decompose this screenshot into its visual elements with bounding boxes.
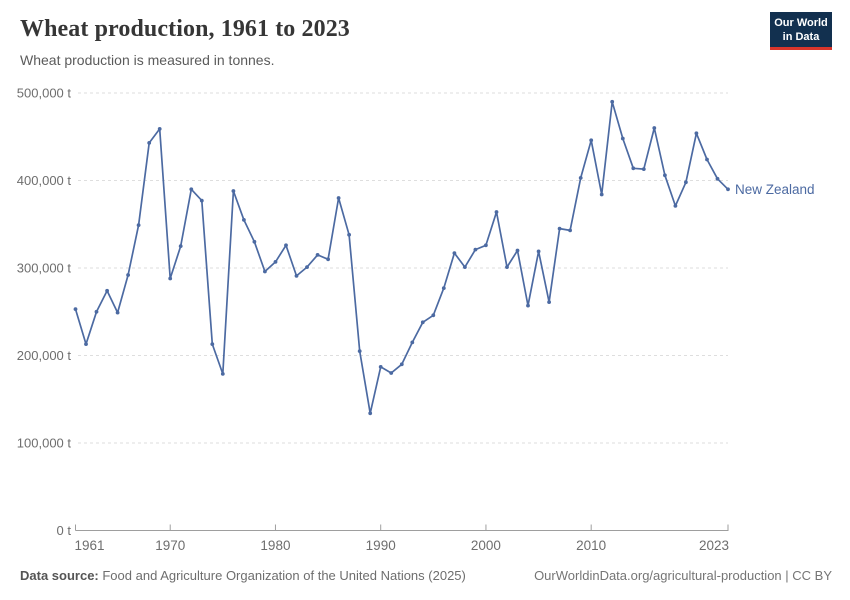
- data-point: [441, 286, 446, 290]
- data-point: [420, 320, 425, 325]
- data-point: [105, 288, 109, 293]
- data-point: [715, 176, 720, 181]
- data-point: [652, 126, 657, 130]
- data-point: [199, 198, 204, 203]
- data-source-text: Food and Agriculture Organization of the…: [98, 568, 466, 583]
- data-point: [578, 176, 583, 180]
- owid-logo-line2: in Data: [782, 30, 820, 43]
- data-point: [684, 180, 688, 185]
- data-point: [505, 265, 509, 269]
- data-point: [631, 166, 636, 171]
- owid-logo-line1: Our World: [774, 17, 828, 29]
- data-point: [168, 276, 173, 281]
- data-point: [263, 269, 267, 274]
- y-axis-tick-label: 400,000 t: [17, 173, 72, 188]
- data-point: [431, 313, 436, 318]
- data-point: [726, 187, 730, 192]
- data-point: [536, 249, 541, 254]
- data-point: [126, 273, 130, 277]
- data-point: [599, 192, 604, 197]
- owid-logo[interactable]: Our World in Data: [770, 12, 832, 50]
- data-point: [220, 372, 225, 376]
- x-axis-tick-label: 1970: [155, 538, 185, 553]
- data-source-note: Data source: Food and Agriculture Organi…: [20, 568, 466, 583]
- data-line: [74, 100, 729, 415]
- data-point: [557, 226, 562, 231]
- data-point: [452, 251, 457, 256]
- data-point: [410, 340, 415, 345]
- data-point: [294, 274, 299, 278]
- x-axis-tick-label: 2023: [699, 538, 729, 553]
- data-point: [84, 342, 88, 346]
- data-point: [620, 136, 625, 141]
- data-point: [284, 243, 288, 248]
- data-point: [115, 310, 120, 315]
- x-axis-tick-label: 1980: [260, 538, 290, 553]
- data-point: [399, 362, 404, 367]
- data-point: [526, 303, 530, 308]
- data-point: [705, 157, 709, 162]
- data-point: [568, 228, 572, 233]
- data-point: [189, 187, 194, 192]
- x-axis-tick-label: 2000: [471, 538, 501, 553]
- x-axis-tick-label: 1990: [366, 538, 396, 553]
- data-source-label: Data source:: [20, 568, 99, 583]
- y-axis-tick-label: 0 t: [57, 523, 72, 538]
- x-axis-tick-label: 2010: [576, 538, 606, 553]
- data-point: [305, 265, 309, 269]
- data-point: [242, 218, 246, 222]
- data-point: [231, 189, 236, 193]
- data-point: [157, 126, 162, 131]
- y-axis-tick-label: 100,000 t: [17, 436, 72, 451]
- chart-subtitle: Wheat production is measured in tonnes.: [20, 52, 275, 68]
- data-point: [73, 307, 78, 311]
- data-point: [347, 232, 351, 237]
- data-point: [641, 167, 646, 172]
- data-point: [273, 260, 278, 264]
- data-point: [663, 173, 667, 178]
- data-point: [515, 248, 520, 253]
- data-point: [547, 300, 551, 304]
- data-point: [368, 411, 373, 416]
- series-end-label: New Zealand: [735, 182, 815, 197]
- data-point: [94, 309, 99, 314]
- data-point: [673, 204, 678, 208]
- data-point: [494, 210, 499, 214]
- x-axis-tick-label: 1961: [75, 538, 105, 553]
- data-point: [136, 223, 141, 228]
- data-point: [252, 239, 257, 244]
- data-point: [315, 253, 320, 257]
- data-point: [473, 247, 478, 252]
- data-point: [147, 141, 152, 145]
- y-axis-tick-label: 500,000 t: [17, 86, 72, 101]
- data-point: [378, 365, 383, 369]
- data-point: [694, 131, 699, 136]
- data-point: [610, 99, 615, 104]
- data-point: [178, 244, 183, 249]
- data-point: [210, 342, 215, 346]
- data-point: [326, 257, 330, 262]
- data-point: [463, 265, 467, 269]
- chart-title: Wheat production, 1961 to 2023: [20, 16, 350, 42]
- data-point: [389, 371, 394, 375]
- y-axis-tick-label: 200,000 t: [17, 348, 72, 363]
- data-point: [336, 196, 341, 200]
- data-point: [589, 138, 594, 143]
- y-axis-tick-label: 300,000 t: [17, 261, 72, 276]
- credit-link[interactable]: OurWorldinData.org/agricultural-producti…: [534, 568, 832, 583]
- data-point: [484, 243, 488, 248]
- data-point: [357, 349, 362, 353]
